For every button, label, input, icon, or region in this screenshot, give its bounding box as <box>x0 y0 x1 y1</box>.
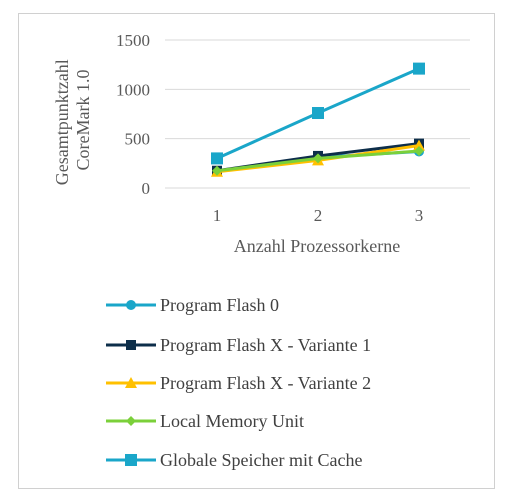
legend-label: Program Flash X - Variante 1 <box>160 335 371 355</box>
y-axis-ticks: 0 500 1000 1500 <box>116 31 150 198</box>
data-point <box>313 153 323 164</box>
legend-marker <box>126 416 136 426</box>
x-tick-label: 3 <box>415 206 424 225</box>
y-axis-title-line-1: Gesamtpunktzahl <box>52 59 72 185</box>
y-tick-label: 1000 <box>116 80 150 99</box>
legend-label: Globale Speicher mit Cache <box>160 450 362 470</box>
y-tick-label: 1500 <box>116 31 150 50</box>
data-point <box>413 62 425 75</box>
series-lines <box>211 62 425 177</box>
data-point <box>413 139 425 151</box>
legend-item: Globale Speicher mit Cache <box>106 450 362 470</box>
legend-marker <box>126 340 136 350</box>
data-point <box>212 165 222 176</box>
legend-label: Program Flash X - Variante 2 <box>160 373 371 393</box>
data-point <box>312 107 324 120</box>
data-point <box>414 146 424 156</box>
y-tick-label: 500 <box>125 130 151 149</box>
legend-marker <box>125 454 137 466</box>
y-tick-label: 0 <box>142 179 151 198</box>
legend-item: Program Flash 0 <box>106 295 279 315</box>
legend-item: Program Flash X - Variante 1 <box>106 335 371 355</box>
legend: Program Flash 0 Program Flash X - Variant… <box>106 295 371 470</box>
legend-marker <box>125 377 137 388</box>
legend-marker <box>126 300 136 310</box>
y-axis-title-line-2: CoreMark 1.0 <box>73 70 93 171</box>
x-tick-label: 1 <box>213 206 222 225</box>
series-5 <box>211 62 425 165</box>
legend-label: Local Memory Unit <box>160 411 304 431</box>
x-axis-title: Anzahl Prozessorkerne <box>234 236 400 256</box>
legend-label: Program Flash 0 <box>160 295 279 315</box>
legend-item: Local Memory Unit <box>106 411 304 431</box>
y-axis-title: Gesamtpunktzahl CoreMark 1.0 <box>52 55 93 185</box>
x-axis-ticks: 1 2 3 <box>213 206 424 225</box>
series-4 <box>212 146 424 176</box>
legend-item: Program Flash X - Variante 2 <box>106 373 371 393</box>
chart-frame <box>18 13 495 489</box>
x-tick-label: 2 <box>314 206 323 225</box>
data-point <box>211 152 223 165</box>
